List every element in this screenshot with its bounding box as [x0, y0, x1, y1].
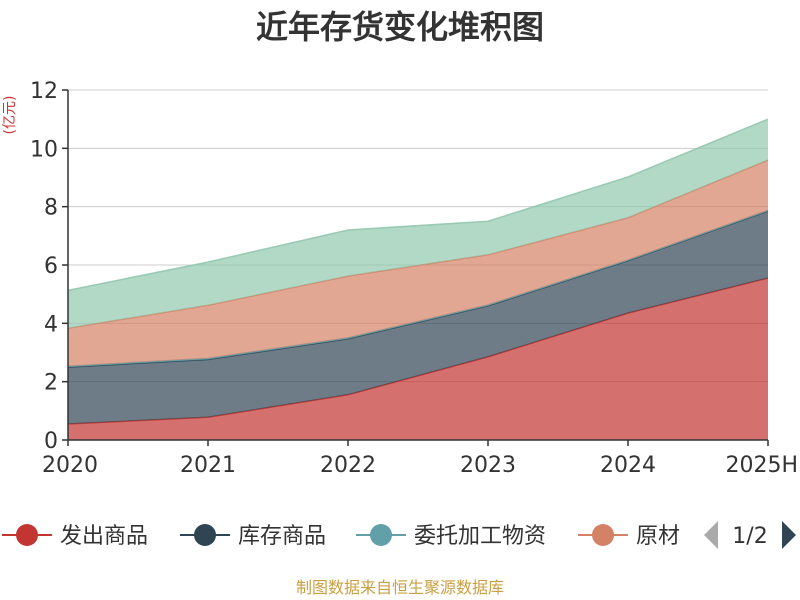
area-series-0	[68, 278, 768, 440]
chart-title: 近年存货变化堆积图	[256, 8, 544, 46]
x-tick-label: 2025H	[725, 453, 798, 478]
legend-marker-icon	[370, 524, 392, 546]
x-tick-label: 2022	[320, 453, 376, 478]
y-tick-label: 8	[44, 196, 58, 221]
legend-page-indicator: 1/2	[732, 524, 767, 549]
y-tick-label: 2	[44, 371, 58, 396]
legend-next-icon[interactable]	[782, 521, 796, 549]
x-tick-label: 2024	[600, 453, 656, 478]
legend-label: 库存商品	[238, 524, 326, 549]
legend: 发出商品 库存商品 委托加工物资 原材	[2, 524, 680, 549]
legend-label: 原材	[636, 524, 680, 549]
legend-marker-icon	[194, 524, 216, 546]
area-series-1	[68, 211, 768, 424]
x-tick-label: 2020	[42, 453, 98, 478]
legend-pager: 1/2	[704, 521, 796, 549]
y-tick-labels: 0 2 4 6 8 10 12	[30, 79, 58, 454]
legend-item[interactable]: 委托加工物资	[356, 524, 546, 549]
area-line-4	[67, 118, 769, 292]
legend-label: 委托加工物资	[414, 524, 546, 549]
area-series	[67, 118, 769, 440]
x-tick-labels: 2020 2021 2022 2023 2024 2025H	[42, 453, 798, 478]
area-series-3	[68, 160, 768, 367]
data-source-note: 制图数据来自恒生聚源数据库	[296, 578, 504, 597]
y-tick-label: 12	[30, 79, 58, 104]
legend-item[interactable]: 库存商品	[180, 524, 326, 549]
x-tick-label: 2021	[180, 453, 236, 478]
x-tick-label: 2023	[460, 453, 516, 478]
legend-marker-icon	[592, 524, 614, 546]
legend-prev-icon[interactable]	[704, 521, 718, 549]
y-tick-label: 10	[30, 137, 58, 162]
y-tick-label: 6	[44, 254, 58, 279]
axes	[62, 89, 769, 446]
y-tick-label: 0	[44, 429, 58, 454]
legend-item[interactable]: 原材	[578, 524, 680, 549]
y-tick-label: 4	[44, 312, 58, 337]
legend-label: 发出商品	[60, 524, 148, 549]
area-series-4	[68, 119, 768, 329]
legend-items: 发出商品 库存商品 委托加工物资 原材	[2, 524, 680, 549]
legend-marker-icon	[16, 524, 38, 546]
y-axis-unit: (亿元)	[2, 96, 18, 135]
legend-item[interactable]: 发出商品	[2, 524, 148, 549]
